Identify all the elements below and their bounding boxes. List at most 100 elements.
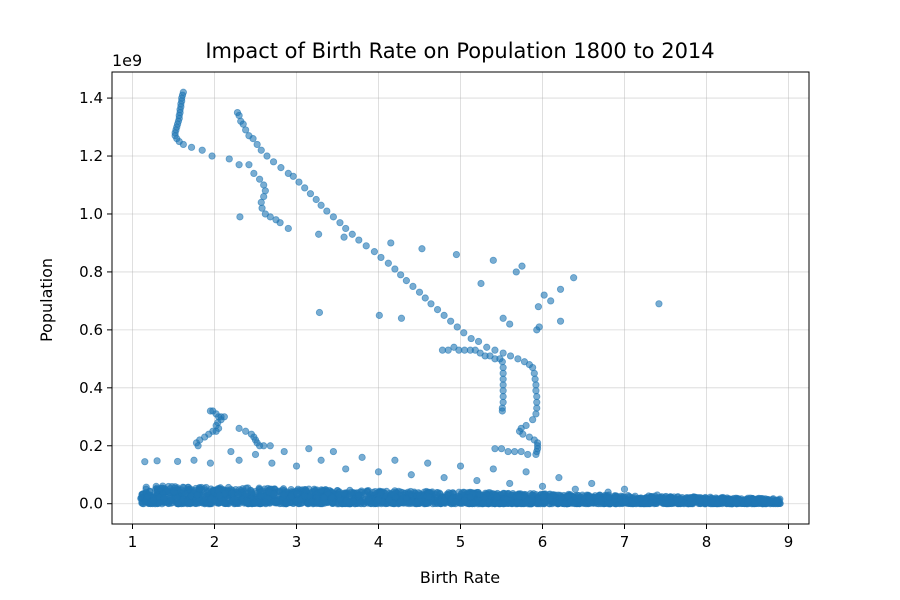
data-point [142, 483, 150, 491]
data-point [391, 487, 399, 495]
data-point [522, 468, 530, 476]
data-point [179, 140, 187, 149]
data-point [460, 496, 469, 505]
data-point [370, 248, 378, 256]
data-point [242, 499, 251, 507]
data-point [653, 491, 661, 499]
data-point [456, 462, 465, 470]
data-point [402, 277, 410, 285]
x-tick-label: 6 [538, 533, 548, 551]
data-point [224, 483, 233, 492]
data-point [234, 490, 242, 498]
data-point [534, 303, 543, 311]
data-point [440, 474, 448, 482]
data-point [173, 494, 181, 502]
data-point [268, 459, 276, 467]
data-point [257, 492, 265, 500]
data-point [528, 491, 536, 499]
data-point [423, 499, 431, 507]
data-point [597, 500, 605, 508]
data-point [519, 430, 527, 438]
data-point [418, 245, 426, 253]
data-point [514, 355, 522, 363]
data-point [313, 498, 321, 506]
y-tick-label: 1.0 [79, 205, 103, 223]
data-point [555, 474, 563, 482]
data-point [547, 297, 555, 305]
data-point [242, 126, 250, 134]
data-point [641, 500, 649, 508]
data-point [208, 152, 216, 160]
data-point [280, 447, 288, 456]
data-point [511, 447, 519, 456]
data-point [444, 346, 452, 354]
data-point [533, 404, 541, 412]
data-point [588, 479, 596, 488]
y-tick-label: 1.4 [79, 89, 103, 107]
data-point [155, 499, 164, 507]
data-point [662, 500, 670, 508]
data-point [260, 442, 268, 450]
x-tick-label: 8 [702, 533, 712, 551]
data-point [317, 486, 325, 494]
data-point [506, 320, 514, 328]
chart-title: Impact of Birth Rate on Population 1800 … [205, 39, 714, 63]
data-point [504, 447, 512, 456]
y-tick-label: 0.4 [79, 379, 103, 397]
data-point [556, 285, 565, 293]
data-point [560, 500, 569, 508]
data-point [391, 456, 399, 464]
data-point [564, 492, 572, 500]
data-point [193, 491, 201, 499]
data-point [251, 450, 260, 459]
y-axis-scale-label: 1e9 [112, 51, 142, 70]
data-point [408, 498, 416, 507]
data-point [374, 496, 383, 504]
data-point [445, 489, 453, 497]
x-tick-label: 7 [620, 533, 630, 551]
data-point [301, 184, 309, 192]
data-point [356, 499, 364, 507]
data-point [236, 213, 244, 221]
data-point [531, 375, 539, 383]
data-point [433, 305, 442, 314]
data-point [760, 497, 768, 505]
data-point [440, 311, 448, 319]
data-point [269, 158, 278, 166]
data-point [358, 453, 366, 461]
data-point [397, 314, 406, 322]
data-point [489, 465, 497, 473]
data-point [194, 442, 202, 450]
data-point [751, 499, 759, 508]
data-point [713, 500, 721, 508]
data-point [277, 164, 285, 172]
data-point [495, 499, 503, 508]
data-point [171, 483, 179, 491]
data-point [498, 358, 506, 366]
data-point [306, 190, 315, 198]
data-point [538, 482, 547, 490]
data-point [421, 294, 429, 302]
data-point [467, 334, 475, 343]
data-point [282, 500, 290, 508]
data-point [637, 494, 645, 502]
data-point [384, 259, 392, 267]
data-point [233, 498, 241, 506]
data-point [529, 363, 537, 372]
data-point [276, 219, 284, 227]
data-point [425, 493, 433, 501]
data-point [556, 317, 565, 325]
data-point [295, 178, 303, 186]
data-point [397, 271, 405, 279]
data-point [242, 427, 250, 435]
data-point [469, 499, 477, 507]
data-point [533, 326, 541, 334]
data-point [280, 491, 288, 499]
data-point [323, 207, 331, 215]
data-point [198, 146, 206, 154]
data-point [407, 471, 415, 479]
x-tick-label: 3 [292, 533, 302, 551]
data-point [491, 346, 499, 354]
data-point [317, 456, 325, 464]
data-point [320, 493, 328, 502]
